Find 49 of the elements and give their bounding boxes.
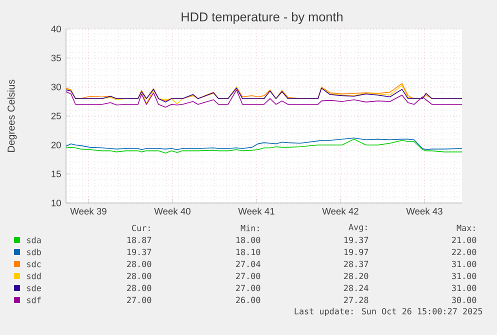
text: 19.97: [344, 248, 368, 256]
text: 28.00: [127, 260, 152, 268]
text: Avg:: [348, 224, 367, 232]
y-tick-label: 30: [51, 84, 61, 90]
text: 31.00: [452, 272, 476, 280]
text: 31.00: [452, 284, 476, 292]
text: 19.37: [127, 248, 152, 256]
x-tick-label: Week 39: [70, 208, 106, 215]
text: 27.04: [236, 260, 260, 268]
x-tick-label: Week 40: [154, 208, 190, 215]
x-tick-label: Week 42: [322, 208, 358, 215]
y-tick-label: 15: [52, 170, 61, 178]
text: 18.87: [127, 236, 152, 244]
text: 28.24: [344, 284, 368, 292]
legend-label: sda: [27, 236, 41, 244]
legend-label: sdc: [27, 260, 41, 268]
y-tick-label: 40: [51, 26, 61, 32]
text: 31.00: [452, 260, 476, 268]
chart-title: HDD temperature - by month: [182, 12, 342, 24]
y-tick-label: 25: [51, 112, 61, 120]
text: 30.00: [452, 296, 476, 304]
text: 27.00: [236, 284, 260, 292]
text: 27.00: [127, 296, 152, 304]
text: Max:: [456, 224, 475, 232]
y-tick-label: 10: [52, 200, 61, 206]
text: 22.00: [452, 248, 476, 256]
legend-label: sde: [27, 284, 41, 292]
x-tick-label: Week 41: [238, 208, 274, 215]
legend-label: sdb: [27, 248, 41, 256]
y-tick-label: 20: [51, 142, 61, 148]
text: 27.00: [236, 272, 260, 280]
x-tick-label: Week 43: [406, 208, 442, 215]
text: 27.28: [344, 296, 368, 304]
text: 26.00: [236, 296, 260, 304]
text: Cur:: [132, 224, 150, 232]
legend-label: sdd: [27, 272, 41, 280]
text: 18.00: [236, 236, 260, 244]
y-axis-title: Degrees Celsius: [7, 80, 17, 152]
text: Min:: [240, 224, 259, 232]
text: 28.00: [127, 284, 152, 292]
text: 21.00: [452, 236, 476, 244]
y-tick-label: 35: [51, 54, 61, 62]
text: 19.37: [344, 236, 368, 244]
text: 28.37: [344, 260, 368, 268]
text: Last update: Sun Oct 26 15:00:27 2025: [294, 308, 482, 316]
legend-label: sdf: [27, 296, 41, 304]
text: 18.10: [236, 248, 260, 256]
text: 28.00: [127, 272, 152, 280]
text: 28.20: [344, 272, 368, 280]
